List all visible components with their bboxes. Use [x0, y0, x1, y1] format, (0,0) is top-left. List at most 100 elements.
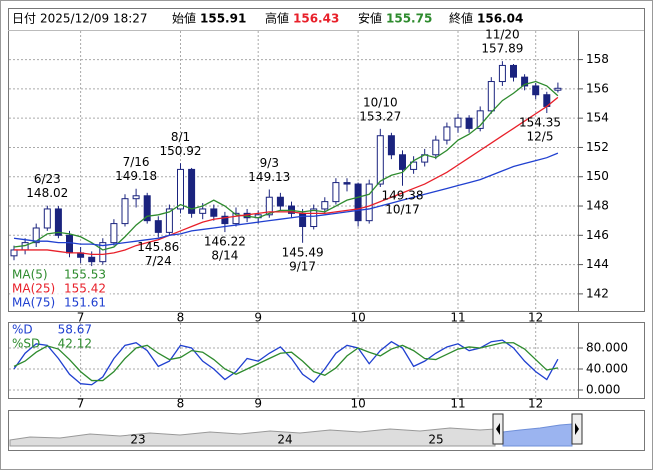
annotation-value: 145.86 [137, 240, 179, 254]
annotation-value: 149.38 [382, 188, 424, 202]
candle-body [521, 76, 529, 87]
candle-body [210, 208, 218, 217]
y-tick-label: 156 [586, 81, 609, 95]
navigator-label: 25 [428, 433, 443, 447]
main-panel [8, 8, 645, 312]
candle-body [410, 161, 418, 170]
candle-body [177, 168, 184, 210]
x-tick-label: 7 [77, 397, 85, 411]
navigator-area [9, 427, 496, 447]
candle-body [32, 227, 40, 244]
candle-body [110, 223, 118, 244]
candle-body [199, 208, 207, 214]
candle-body [465, 117, 473, 129]
y-tick-label: 146 [586, 228, 609, 242]
x-tick-label: 10 [350, 397, 365, 411]
annotation-date: 7/24 [145, 254, 172, 268]
annotation-value: 154.35 [519, 116, 561, 130]
y-tick-label: 152 [586, 140, 609, 154]
header-datetime: 2025/12/09 18:27 [40, 12, 148, 26]
legend-name: MA(25) [12, 282, 55, 296]
candle-body [510, 64, 517, 78]
header-label: 日付 [12, 12, 36, 26]
header-close: 156.04 [477, 12, 523, 26]
header-low: 155.75 [386, 12, 432, 26]
candle-body [487, 81, 495, 112]
candle-body [121, 198, 129, 225]
annotation-date: 10/10 [363, 95, 398, 109]
candle-body [265, 196, 273, 216]
x-tick-label: 12 [528, 397, 543, 411]
x-tick-label: 11 [450, 311, 465, 325]
annotation-date: 8/14 [211, 249, 238, 263]
handle-arrow [575, 423, 579, 435]
candle-body [132, 195, 140, 200]
legend-box [10, 268, 110, 310]
candle-body [88, 256, 96, 263]
candle-body [387, 135, 395, 156]
annotation-value: 149.18 [115, 169, 157, 183]
candle-body [321, 201, 329, 210]
candle-body [310, 208, 318, 228]
annotation-value: 157.89 [481, 42, 523, 56]
candle-body [532, 85, 540, 96]
stoch-panel [8, 322, 645, 399]
legend-name: MA(5) [12, 268, 48, 282]
legend-value: 58.67 [58, 323, 92, 337]
candle-body [343, 182, 351, 185]
y-tick-label: 154 [586, 111, 609, 125]
y-tick-label: 150 [586, 169, 609, 183]
x-tick-label: 8 [177, 311, 185, 325]
legend-name: %SD [12, 337, 40, 351]
legend-name: MA(75) [12, 296, 55, 310]
candle-body [99, 242, 107, 263]
navigator-selection [502, 423, 573, 447]
candle-body [376, 135, 384, 185]
header-label: 始値 [172, 11, 196, 26]
x-tick-label: 8 [177, 397, 185, 411]
y-tick-label: 142 [586, 286, 609, 300]
y-tick-label: 80.000 [586, 341, 628, 355]
line-series [14, 96, 559, 255]
header-high: 156.43 [293, 12, 339, 26]
candle-body [454, 117, 462, 128]
annotation-date: 9/17 [289, 259, 316, 273]
candle-body [221, 215, 229, 225]
annotation-date: 12/5 [527, 130, 554, 144]
legend-value: 155.53 [64, 268, 106, 282]
y-tick-label: 144 [586, 257, 609, 271]
annotation-date: 9/3 [260, 156, 279, 170]
annotation-date: 10/17 [385, 202, 420, 216]
candle-body [498, 64, 506, 83]
annotation-date: 8/1 [171, 130, 190, 144]
candle-body [476, 110, 484, 129]
annotation-value: 149.13 [248, 170, 290, 184]
candle-body [43, 208, 51, 229]
navigator-label: 23 [130, 433, 145, 447]
x-tick-label: 9 [254, 397, 262, 411]
legend-value: 155.42 [64, 282, 106, 296]
candle-body [443, 126, 451, 141]
navigator-label: 24 [277, 433, 292, 447]
candle-body [54, 208, 62, 236]
candle-body [10, 249, 18, 257]
candle-body [66, 234, 73, 254]
y-tick-label: 148 [586, 199, 609, 213]
header-label: 終値 [449, 11, 473, 26]
header-label: 安値 [358, 11, 382, 26]
candle-body [288, 205, 295, 214]
candle-body [432, 139, 440, 156]
candle-body [276, 196, 284, 207]
x-tick-label: 10 [350, 311, 365, 325]
annotation-value: 153.27 [359, 109, 401, 123]
x-tick-label: 7 [77, 311, 85, 325]
annotation-date: 7/16 [123, 155, 150, 169]
candle-body [299, 212, 307, 228]
legend-value: 151.61 [64, 296, 106, 310]
legend-name: %D [12, 323, 33, 337]
handle-arrow [496, 423, 500, 435]
annotation-value: 150.92 [160, 144, 202, 158]
candle-body [365, 183, 373, 222]
x-tick-label: 11 [450, 397, 465, 411]
